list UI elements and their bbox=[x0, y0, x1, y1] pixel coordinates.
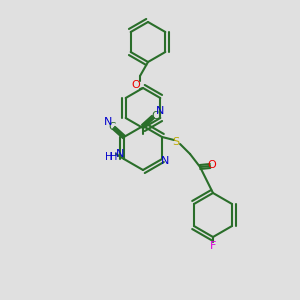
Text: N: N bbox=[161, 156, 169, 166]
Text: N: N bbox=[116, 149, 124, 159]
Text: O: O bbox=[208, 160, 216, 170]
Text: F: F bbox=[210, 241, 216, 251]
Text: N: N bbox=[104, 117, 112, 127]
Text: N: N bbox=[156, 106, 164, 116]
Text: O: O bbox=[132, 80, 140, 90]
Text: H: H bbox=[105, 152, 112, 162]
Text: C: C bbox=[108, 122, 116, 132]
Text: H: H bbox=[110, 152, 118, 162]
Text: C: C bbox=[151, 111, 159, 121]
Text: S: S bbox=[172, 137, 180, 147]
